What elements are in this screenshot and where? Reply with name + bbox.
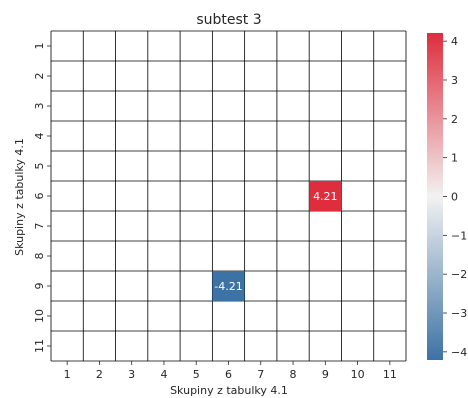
colorbar-tick-label: 0 — [451, 191, 458, 204]
colorbar-tick-label: 3 — [451, 74, 458, 87]
x-tick-label: 8 — [290, 368, 297, 381]
x-axis: 1 2 3 4 5 6 7 8 9 10 11 — [64, 361, 397, 381]
colorbar-tick-label: 4 — [451, 35, 458, 48]
y-tick-label: 3 — [33, 103, 46, 110]
x-tick-label: 10 — [351, 368, 365, 381]
colorbar: 4 3 2 1 0 −1 −2 −3 −4 — [427, 33, 467, 360]
y-tick-label: 8 — [33, 253, 46, 260]
colorbar-tick-label: −3 — [451, 307, 467, 320]
x-tick-label: 2 — [96, 368, 103, 381]
y-tick-label: 4 — [33, 133, 46, 140]
y-tick-label: 1 — [33, 43, 46, 50]
x-tick-label: 4 — [160, 368, 167, 381]
y-tick-label: 10 — [33, 309, 46, 323]
y-axis: 1 2 3 4 5 6 7 8 9 10 11 — [33, 43, 51, 353]
heatmap-cell — [309, 181, 342, 211]
y-tick-label: 5 — [33, 163, 46, 170]
y-tick-label: 2 — [33, 73, 46, 80]
colorbar-tick-label: −2 — [451, 268, 467, 281]
heatmap-grid — [50, 30, 407, 362]
y-tick-label: 7 — [33, 223, 46, 230]
colorbar-tick-label: 1 — [451, 152, 458, 165]
x-tick-label: 9 — [322, 368, 329, 381]
colorbar-tick-label: −4 — [451, 346, 467, 359]
x-axis-label: Skupiny z tabulky 4.1 — [170, 384, 288, 397]
colorbar-tick-label: 2 — [451, 113, 458, 126]
x-tick-label: 6 — [225, 368, 232, 381]
y-tick-label: 9 — [33, 283, 46, 290]
x-tick-label: 11 — [383, 368, 397, 381]
chart-title: subtest 3 — [196, 12, 261, 28]
x-tick-label: 7 — [257, 368, 264, 381]
heatmap-cell-label: -4.21 — [214, 280, 242, 293]
colorbar-gradient — [427, 33, 443, 360]
heatmap-cell-label: 4.21 — [313, 190, 338, 203]
x-tick-label: 1 — [64, 368, 71, 381]
heatmap-cells: 4.21 -4.21 — [212, 181, 342, 301]
x-tick-label: 3 — [128, 368, 135, 381]
y-axis-label: Skupiny z tabulky 4.1 — [13, 138, 26, 256]
y-tick-label: 11 — [33, 339, 46, 353]
y-tick-label: 6 — [33, 193, 46, 200]
x-tick-label: 5 — [193, 368, 200, 381]
colorbar-tick-label: −1 — [451, 229, 467, 242]
heatmap-cell — [212, 271, 245, 301]
